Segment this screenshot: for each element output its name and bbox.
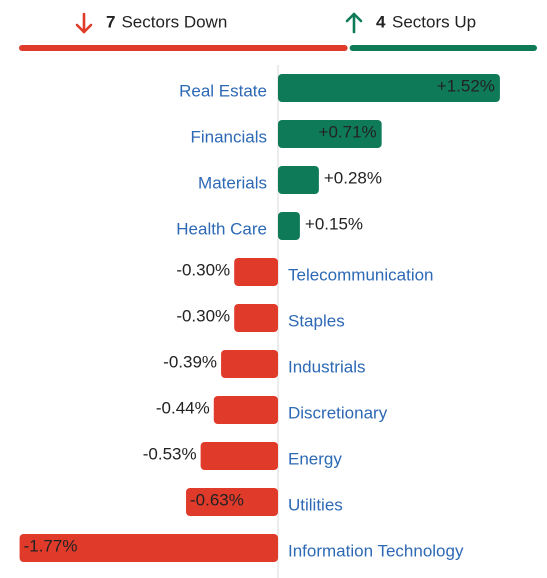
category-label: Health Care <box>176 219 267 238</box>
bar <box>234 304 278 332</box>
down-arrow <box>75 12 93 34</box>
category-label: Financials <box>190 127 267 146</box>
bar <box>186 488 278 516</box>
value-label: +1.52% <box>437 76 495 95</box>
down-share-bar <box>19 45 348 51</box>
value-label: +0.15% <box>305 214 363 233</box>
down-count: 7 <box>106 12 115 31</box>
category-label: Utilities <box>288 495 343 514</box>
value-label: -0.30% <box>176 306 230 325</box>
bar <box>278 120 382 148</box>
bar <box>278 74 500 102</box>
category-label: Energy <box>288 449 342 468</box>
category-label: Real Estate <box>179 81 267 100</box>
value-label: -0.63% <box>190 490 244 509</box>
value-label: -0.30% <box>176 260 230 279</box>
bar <box>19 534 279 562</box>
category-label: Materials <box>198 173 267 192</box>
up-arrow <box>345 12 363 34</box>
value-label: +0.71% <box>319 122 377 141</box>
bar <box>213 396 278 424</box>
category-label: Telecommunication <box>288 265 434 284</box>
value-label: -0.53% <box>143 444 197 463</box>
bar <box>234 258 278 286</box>
value-label: -0.39% <box>163 352 217 371</box>
category-label: Discretionary <box>288 403 388 422</box>
bar <box>200 442 278 470</box>
bar <box>278 212 300 240</box>
bar <box>221 350 278 378</box>
value-label: -0.44% <box>156 398 210 417</box>
up-label: Sectors Up <box>392 12 476 31</box>
up-share-bar <box>349 45 537 51</box>
category-label: Information Technology <box>288 541 464 560</box>
category-label: Industrials <box>288 357 365 376</box>
bar <box>278 166 319 194</box>
up-count: 4 <box>376 12 386 31</box>
down-label: Sectors Down <box>121 12 227 31</box>
value-label: +0.28% <box>324 168 382 187</box>
value-label: -1.77% <box>24 536 78 555</box>
category-label: Staples <box>288 311 345 330</box>
